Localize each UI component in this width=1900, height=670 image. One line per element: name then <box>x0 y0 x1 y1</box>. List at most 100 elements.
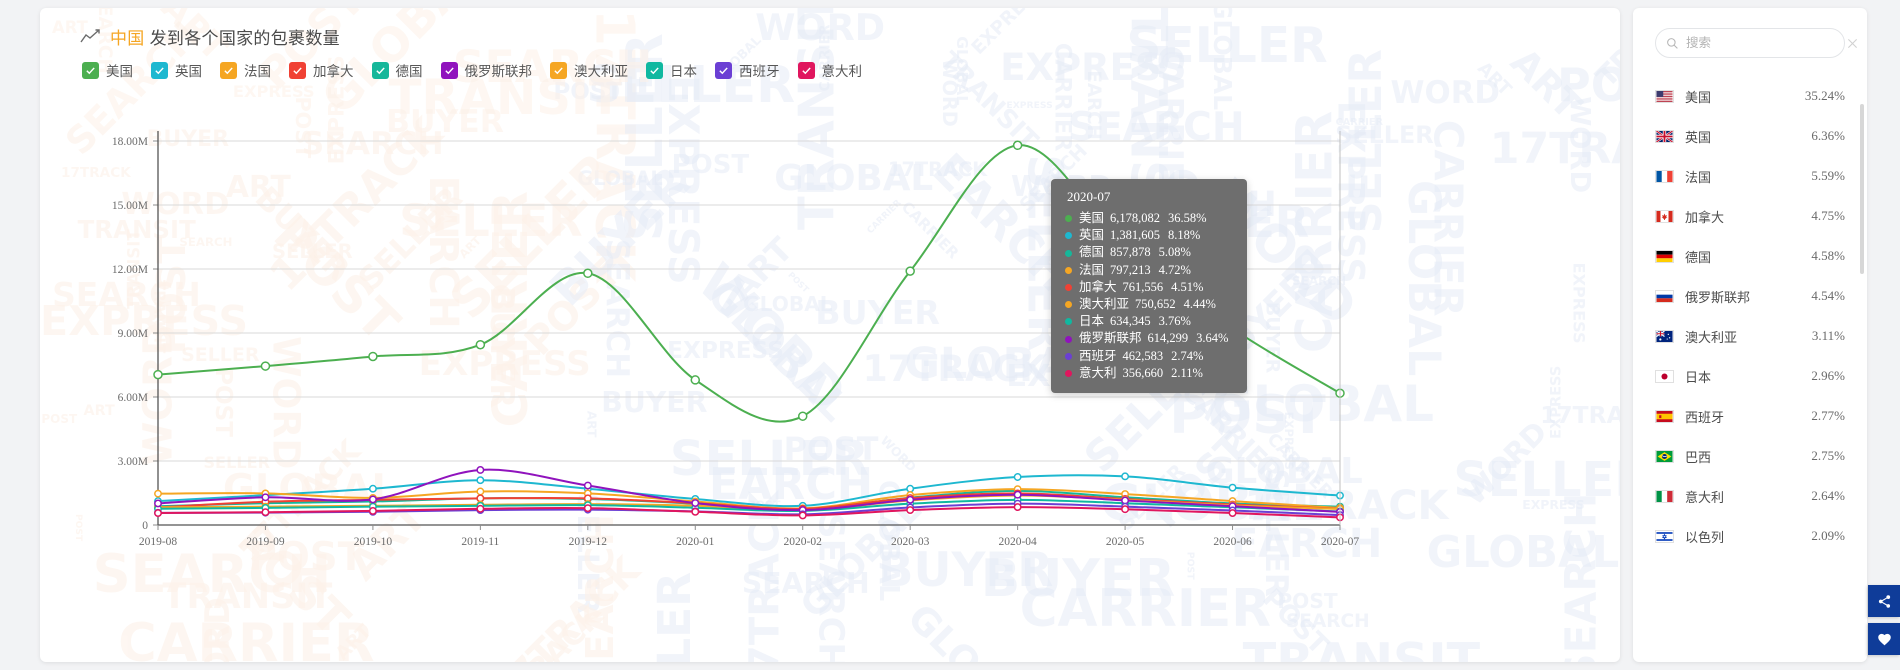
country-list-item[interactable]: 西班牙 2.77% <box>1633 396 1867 436</box>
tooltip-series-name: 意大利 <box>1079 365 1117 380</box>
legend-item-1[interactable]: 英国 <box>151 60 202 80</box>
x-axis-tick-label: 2019-11 <box>461 536 499 548</box>
series-color-dot <box>1065 249 1072 257</box>
country-list-item[interactable]: 日本 2.96% <box>1633 356 1867 396</box>
page-title: 中国 发到各个国家的包裹数量 <box>110 24 340 49</box>
country-percentage: 6.36% <box>1811 128 1845 143</box>
y-axis-tick-label: 3.00M <box>118 456 148 468</box>
check-icon <box>155 66 164 74</box>
country-list-item[interactable]: 英国 6.36% <box>1633 116 1867 156</box>
country-list[interactable]: 美国 35.24% 英国 6.36% 法国 5.59% 加拿大 4.75% 德国… <box>1633 76 1867 662</box>
line-chart-svg[interactable]: 0 3.00M 6.00M 9.00M 12.00M 15.00M 18.00M 2019-0… <box>40 103 1620 658</box>
country-list-item[interactable]: 加拿大 4.75% <box>1633 196 1867 236</box>
x-axis-tick-label: 2020-02 <box>784 536 823 548</box>
series-color-dot <box>1065 369 1072 377</box>
y-axis-tick-label: 6.00M <box>118 392 148 404</box>
check-icon <box>86 66 95 74</box>
tooltip-series-value: 797,213 <box>1110 262 1151 277</box>
tooltip-row: 美国 6,178,082 36.58% <box>1065 210 1233 227</box>
legend-checkbox[interactable] <box>220 61 237 79</box>
search-input[interactable] <box>1686 36 1847 50</box>
tooltip-series-name: 英国 <box>1079 228 1105 243</box>
tooltip-series-pct: 5.08% <box>1158 245 1191 260</box>
flag-icon-de <box>1655 249 1674 263</box>
legend-checkbox[interactable] <box>646 61 663 79</box>
legend-item-7[interactable]: 日本 <box>646 60 697 80</box>
check-icon <box>801 66 811 74</box>
legend-checkbox[interactable] <box>289 61 306 79</box>
search-box[interactable] <box>1655 28 1858 58</box>
share-icon <box>1878 594 1890 608</box>
legend-item-8[interactable]: 西班牙 <box>715 60 780 80</box>
legend-item-9[interactable]: 意大利 <box>797 60 862 80</box>
country-list-item[interactable]: 澳大利亚 3.11% <box>1633 316 1867 356</box>
flag-icon-it <box>1655 489 1674 503</box>
title-rest: 发到各个国家的包裹数量 <box>144 29 340 48</box>
series-1 <box>154 472 1344 510</box>
tooltip-series-name: 美国 <box>1079 211 1105 225</box>
tooltip-series-value: 1,381,605 <box>1110 228 1161 243</box>
legend-checkbox[interactable] <box>797 61 815 79</box>
y-axis-tick-label: 0 <box>142 520 148 532</box>
legend-item-label: 美国 <box>106 64 133 79</box>
tooltip-series-pct: 3.76% <box>1158 314 1191 329</box>
legend-checkbox[interactable] <box>550 61 567 79</box>
check-icon <box>650 66 659 74</box>
legend-item-6[interactable]: 澳大利亚 <box>550 60 628 80</box>
country-name: 巴西 <box>1685 449 1712 465</box>
close-icon[interactable] <box>1847 38 1858 49</box>
legend-item-2[interactable]: 法国 <box>220 60 271 80</box>
share-button[interactable] <box>1868 585 1900 617</box>
country-percentage: 4.58% <box>1811 248 1845 263</box>
flag-icon-fr <box>1655 169 1674 183</box>
tooltip-series-pct: 36.58% <box>1168 211 1207 225</box>
country-name: 俄罗斯联邦 <box>1685 289 1751 305</box>
floating-action-buttons <box>1868 585 1900 661</box>
legend-checkbox[interactable] <box>151 61 168 79</box>
legend-item-0[interactable]: 美国 <box>82 60 133 80</box>
country-list-item[interactable]: 意大利 2.64% <box>1633 476 1867 516</box>
tooltip-series-name: 德国 <box>1079 245 1105 260</box>
x-axis-tick-label: 2020-01 <box>676 536 715 548</box>
tooltip-row: 英国 1,381,605 8.18% <box>1065 227 1233 244</box>
series-color-dot <box>1065 232 1072 240</box>
legend-item-label: 日本 <box>670 64 697 79</box>
country-list-item[interactable]: 法国 5.59% <box>1633 156 1867 196</box>
favorite-button[interactable] <box>1868 623 1900 655</box>
country-list-item[interactable]: 美国 35.24% <box>1633 76 1867 116</box>
x-axis-tick-label: 2019-12 <box>569 536 608 548</box>
legend-item-label: 澳大利亚 <box>574 64 628 79</box>
country-list-item[interactable]: 以色列 2.09% <box>1633 516 1867 556</box>
flag-icon-br <box>1655 449 1674 463</box>
y-axis-tick-label: 15.00M <box>112 200 148 212</box>
panel-scrollbar[interactable] <box>1860 104 1864 274</box>
country-list-item[interactable]: 德国 4.58% <box>1633 236 1867 276</box>
legend-item-label: 法国 <box>244 64 271 79</box>
country-list-item[interactable]: 俄罗斯联邦 4.54% <box>1633 276 1867 316</box>
flag-icon-gb <box>1655 129 1674 143</box>
flag-icon-ca <box>1655 209 1674 223</box>
tooltip-title: 2020-07 <box>1067 189 1111 204</box>
legend-item-3[interactable]: 加拿大 <box>289 60 354 80</box>
country-list-item[interactable]: 巴西 2.75% <box>1633 436 1867 476</box>
chart-header: 中国 发到各个国家的包裹数量 <box>80 24 340 49</box>
legend-item-4[interactable]: 德国 <box>371 60 423 80</box>
legend-checkbox[interactable] <box>371 61 389 79</box>
legend-checkbox[interactable] <box>440 61 458 79</box>
legend-checkbox[interactable] <box>82 61 99 79</box>
legend-item-5[interactable]: 俄罗斯联邦 <box>440 60 532 80</box>
country-percentage: 3.11% <box>1811 328 1845 343</box>
chart-card: WORD TRANSIT EXPRESS CARRIER CARRIER WORD 17TR… <box>40 8 1620 662</box>
tooltip-series-pct: 2.11% <box>1171 365 1203 380</box>
series-color-dot <box>1065 215 1072 223</box>
check-icon <box>375 66 385 74</box>
x-axis-tick-label: 2020-04 <box>998 536 1037 548</box>
tooltip-series-value: 634,345 <box>1110 314 1151 329</box>
y-axis-tick-label: 18.00M <box>112 136 148 148</box>
tooltip-series-name: 日本 <box>1079 314 1105 329</box>
country-name: 英国 <box>1685 129 1712 145</box>
legend-checkbox[interactable] <box>715 61 732 79</box>
series-color-dot <box>1065 318 1072 326</box>
plot-area: 0 3.00M 6.00M 9.00M 12.00M 15.00M 18.00M 2019-0… <box>40 103 1620 658</box>
